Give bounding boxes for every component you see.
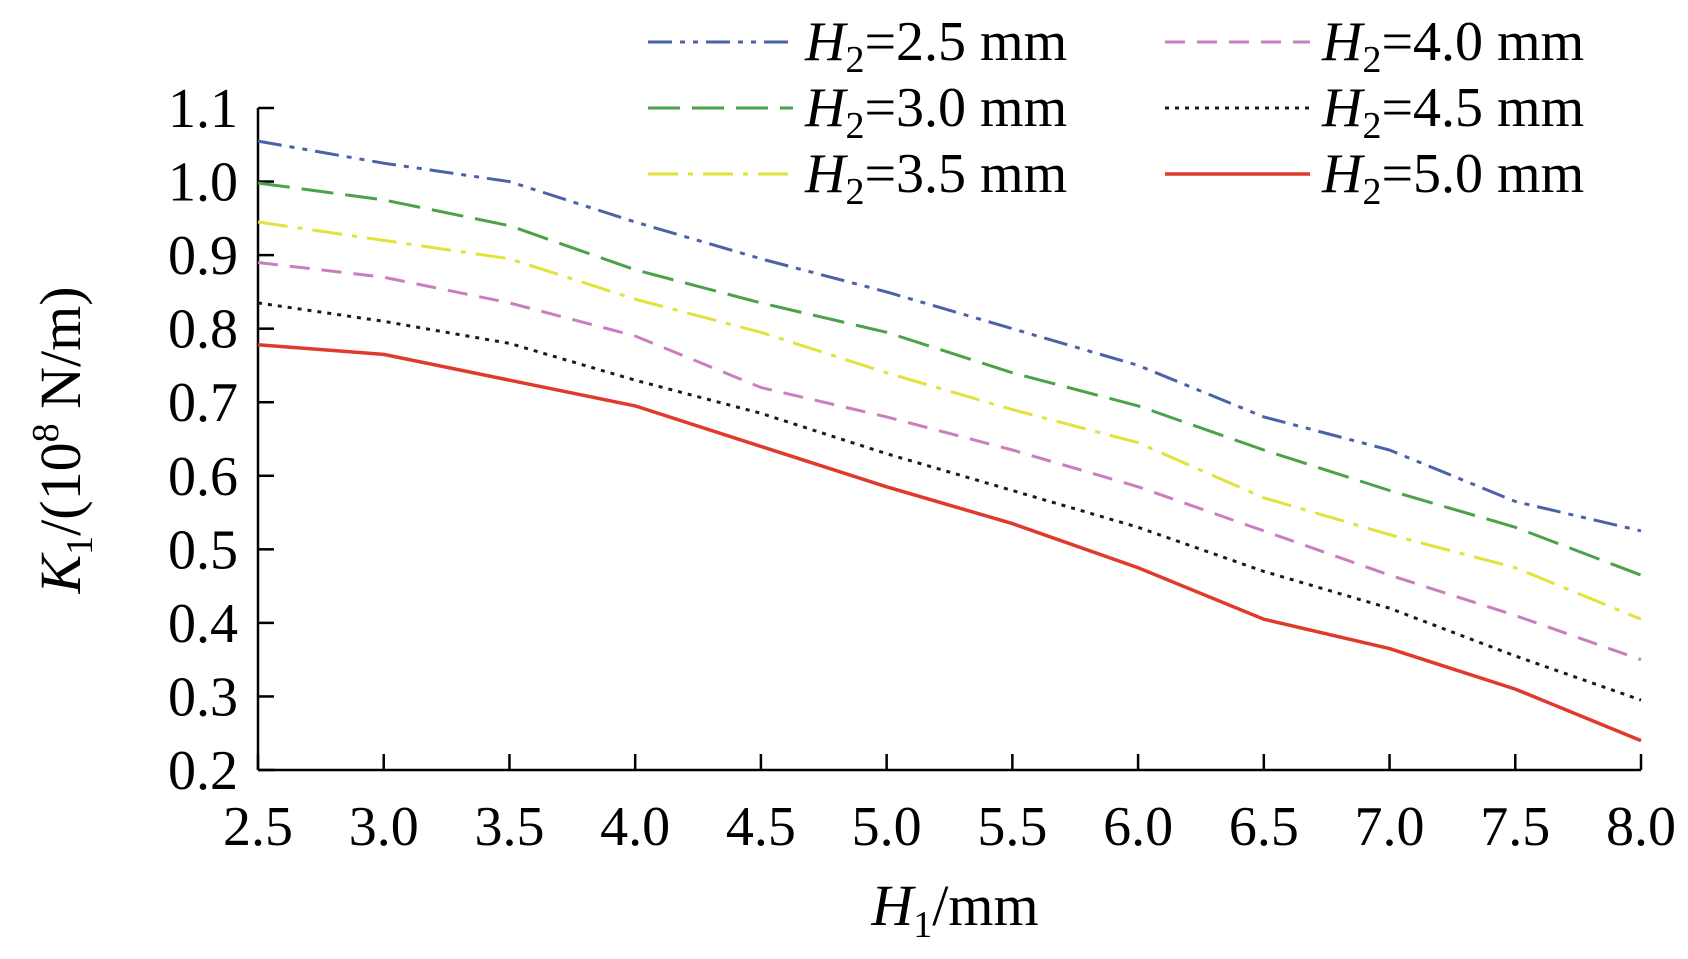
x-tick-label: 6.5 <box>1229 796 1299 858</box>
y-tick-label: 0.3 <box>168 666 238 728</box>
x-tick-label: 3.0 <box>349 796 419 858</box>
y-tick-label: 1.1 <box>168 78 238 140</box>
x-tick-label: 5.5 <box>977 796 1047 858</box>
legend-label: H2=2.5 mm <box>804 11 1067 81</box>
x-tick-label: 7.5 <box>1480 796 1550 858</box>
x-tick-label: 4.0 <box>600 796 670 858</box>
series-line <box>257 301 1642 702</box>
x-tick-label: 4.5 <box>726 796 796 858</box>
series-layer <box>257 139 1642 743</box>
legend-label: H2=5.0 mm <box>1321 143 1584 213</box>
y-tick-label: 0.8 <box>168 299 238 361</box>
y-tick-label: 0.6 <box>168 446 238 508</box>
series-line <box>257 343 1642 743</box>
legend-label: H2=4.0 mm <box>1321 11 1584 81</box>
series-line <box>257 139 1642 533</box>
x-tick-label: 7.0 <box>1355 796 1425 858</box>
x-tick-label: 2.5 <box>223 796 293 858</box>
x-tick-label: 8.0 <box>1606 796 1676 858</box>
y-tick-label: 1.0 <box>168 152 238 214</box>
series-line <box>257 181 1642 577</box>
legend-label: H2=4.5 mm <box>1321 77 1584 147</box>
series-line <box>257 220 1642 621</box>
axes: 0.2 0.3 0.4 0.5 0.6 0.7 0.8 0.9 1.0 1.1 2.5 3.0 3.5 4… <box>25 78 1676 946</box>
legend-label: H2=3.5 mm <box>804 143 1067 213</box>
series-line <box>257 261 1642 662</box>
y-axis-title: K1/(108 N/m) <box>25 286 101 594</box>
x-tick-label: 5.0 <box>852 796 922 858</box>
y-tick-label: 0.2 <box>168 740 238 802</box>
x-tick-label: 3.5 <box>474 796 544 858</box>
y-tick-label: 0.7 <box>168 372 238 434</box>
y-tick-label: 0.5 <box>168 519 238 581</box>
legend-label: H2=3.0 mm <box>804 77 1067 147</box>
y-tick-label: 0.9 <box>168 225 238 287</box>
y-tick-label: 0.4 <box>168 593 238 655</box>
x-tick-label: 6.0 <box>1103 796 1173 858</box>
x-axis-title: H1/mm <box>870 873 1038 946</box>
